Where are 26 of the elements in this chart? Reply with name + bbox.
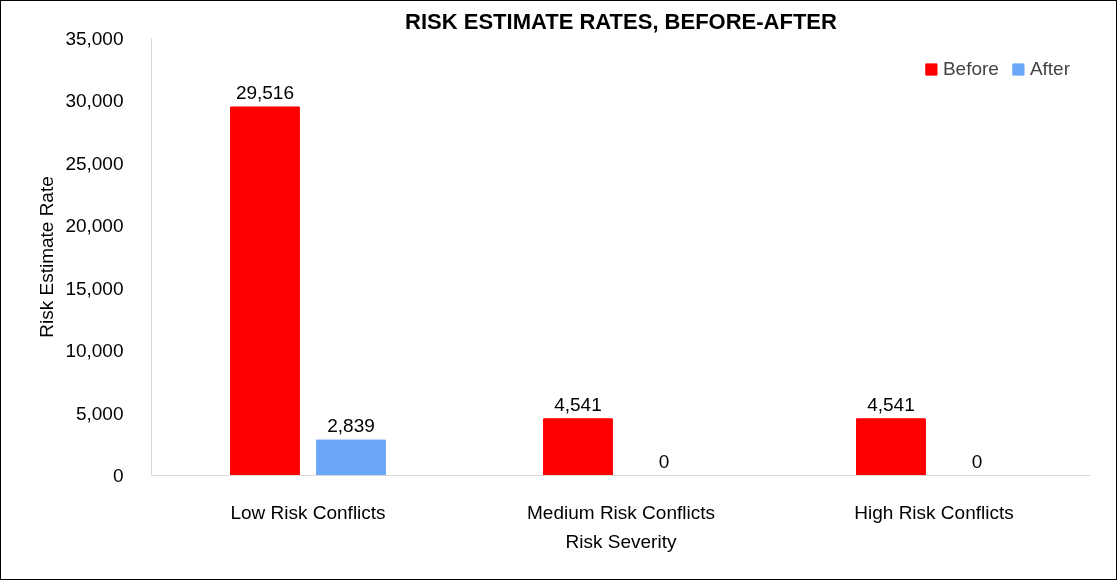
data-label: 2,839 <box>327 415 375 437</box>
y-tick-label: 20,000 <box>65 215 124 237</box>
bar <box>856 418 926 476</box>
bar <box>316 439 386 476</box>
y-tick-label: 5,000 <box>75 402 124 424</box>
data-label: 0 <box>971 450 983 472</box>
data-label: 29,516 <box>235 81 295 103</box>
x-tick-label: High Risk Conflicts <box>854 501 1014 523</box>
legend-label: Before <box>942 58 999 80</box>
legend-label: After <box>1029 58 1070 80</box>
bar <box>543 418 613 476</box>
y-tick-label: 25,000 <box>65 152 124 174</box>
y-tick-label: 15,000 <box>65 277 124 299</box>
x-tick-label: Low Risk Conflicts <box>230 501 386 523</box>
y-tick-label: 10,000 <box>65 340 124 362</box>
y-tick-label: 0 <box>112 465 124 486</box>
y-tick-label: 30,000 <box>65 90 124 112</box>
data-label: 0 <box>658 450 670 472</box>
x-axis-title: Risk Severity <box>565 530 677 552</box>
data-label: 4,541 <box>554 393 602 415</box>
chart-title: RISK ESTIMATE RATES, BEFORE-AFTER <box>405 8 838 34</box>
y-axis-title: Risk Estimate Rate <box>36 176 58 338</box>
x-tick-label: Medium Risk Conflicts <box>527 501 715 523</box>
data-label: 4,541 <box>867 393 915 415</box>
y-tick-label: 35,000 <box>65 28 124 49</box>
bar <box>230 106 300 476</box>
